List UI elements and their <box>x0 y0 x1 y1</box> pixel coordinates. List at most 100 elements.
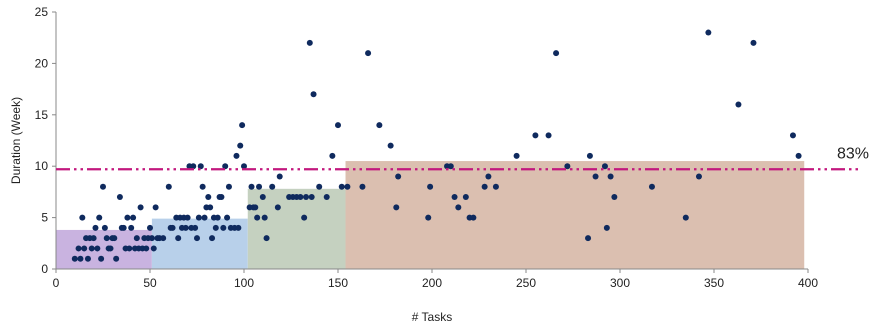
x-tick-label-100: 100 <box>234 276 254 290</box>
x-tick-label-250: 250 <box>516 276 536 290</box>
data-point-109 <box>335 122 341 129</box>
data-point-108 <box>329 152 336 159</box>
data-point-28 <box>126 245 133 252</box>
data-point-54 <box>182 224 189 231</box>
data-point-50 <box>175 235 182 242</box>
data-point-68 <box>209 235 216 242</box>
data-point-116 <box>393 204 400 211</box>
data-point-147 <box>750 39 757 46</box>
x-axis-ticks: 0 50 100 150 200 250 300 350 400 <box>53 269 818 290</box>
data-point-149 <box>795 152 802 159</box>
data-point-103 <box>306 39 313 46</box>
data-point-19 <box>107 245 114 252</box>
data-point-11 <box>92 224 99 231</box>
data-point-48 <box>169 224 176 231</box>
data-point-55 <box>184 214 191 221</box>
data-point-104 <box>308 194 315 201</box>
data-point-135 <box>585 235 592 242</box>
data-point-86 <box>248 183 255 190</box>
data-point-12 <box>94 245 101 252</box>
data-point-66 <box>205 194 212 201</box>
data-point-148 <box>789 132 796 139</box>
data-point-90 <box>256 183 263 190</box>
data-point-29 <box>128 224 135 231</box>
data-point-131 <box>532 132 539 139</box>
y-tick-label-10: 10 <box>35 159 49 173</box>
data-point-5 <box>81 245 88 252</box>
data-point-102 <box>303 194 310 201</box>
data-point-100 <box>297 194 304 201</box>
data-point-39 <box>147 224 153 231</box>
data-point-129 <box>492 183 499 190</box>
data-point-124 <box>462 194 469 201</box>
data-point-16 <box>101 224 108 231</box>
data-point-71 <box>214 214 221 221</box>
data-point-46 <box>165 183 172 190</box>
x-tick-label-0: 0 <box>53 276 60 290</box>
data-point-80 <box>233 152 240 159</box>
data-point-73 <box>218 194 225 201</box>
data-point-96 <box>276 173 283 180</box>
x-tick-label-150: 150 <box>328 276 348 290</box>
data-point-123 <box>455 204 462 211</box>
data-point-144 <box>695 173 702 180</box>
data-point-110 <box>338 183 345 190</box>
data-point-77 <box>225 183 232 190</box>
data-point-32 <box>133 235 140 242</box>
data-point-4 <box>79 214 86 221</box>
y-tick-label-0: 0 <box>41 262 48 276</box>
data-point-94 <box>269 183 276 190</box>
data-point-115 <box>387 142 394 149</box>
reference-line-group: 83% <box>56 145 869 171</box>
data-point-27 <box>124 214 131 221</box>
data-point-88 <box>252 204 259 211</box>
data-point-126 <box>470 214 477 221</box>
data-point-140 <box>607 173 614 180</box>
data-point-128 <box>485 173 492 180</box>
data-point-138 <box>601 163 608 170</box>
x-axis-title: # Tasks <box>412 310 452 324</box>
y-tick-label-15: 15 <box>35 108 49 122</box>
data-point-142 <box>648 183 655 190</box>
data-point-113 <box>365 50 372 57</box>
data-point-40 <box>148 235 155 242</box>
duration-regions <box>56 161 805 269</box>
data-point-2 <box>75 245 82 252</box>
data-point-127 <box>481 183 488 190</box>
data-point-82 <box>237 142 244 149</box>
data-point-92 <box>261 214 268 221</box>
data-point-107 <box>323 194 330 201</box>
data-point-60 <box>194 235 200 242</box>
data-point-67 <box>207 204 214 211</box>
data-point-111 <box>344 183 351 190</box>
data-point-15 <box>100 183 106 190</box>
data-point-105 <box>310 91 317 98</box>
data-point-119 <box>427 183 434 190</box>
data-point-146 <box>735 101 742 108</box>
data-point-14 <box>98 255 105 262</box>
data-point-45 <box>160 235 167 242</box>
data-point-130 <box>513 152 520 159</box>
data-point-143 <box>682 214 689 221</box>
data-point-141 <box>611 194 618 201</box>
data-point-13 <box>96 214 103 221</box>
data-point-21 <box>111 235 118 242</box>
x-tick-label-400: 400 <box>798 276 818 290</box>
data-point-133 <box>553 50 560 57</box>
data-point-74 <box>220 224 227 231</box>
data-point-37 <box>143 245 150 252</box>
data-point-75 <box>222 163 229 170</box>
data-point-83 <box>239 122 246 129</box>
data-point-10 <box>90 235 97 242</box>
data-point-136 <box>586 152 593 159</box>
y-tick-label-20: 20 <box>35 56 49 70</box>
data-point-121 <box>447 163 454 170</box>
y-tick-label-25: 25 <box>35 5 49 19</box>
data-point-101 <box>301 214 308 221</box>
data-point-145 <box>705 29 712 36</box>
data-point-84 <box>241 163 247 170</box>
data-point-59 <box>192 224 199 231</box>
data-point-41 <box>150 245 157 252</box>
data-point-22 <box>113 255 120 262</box>
data-point-118 <box>425 214 432 221</box>
